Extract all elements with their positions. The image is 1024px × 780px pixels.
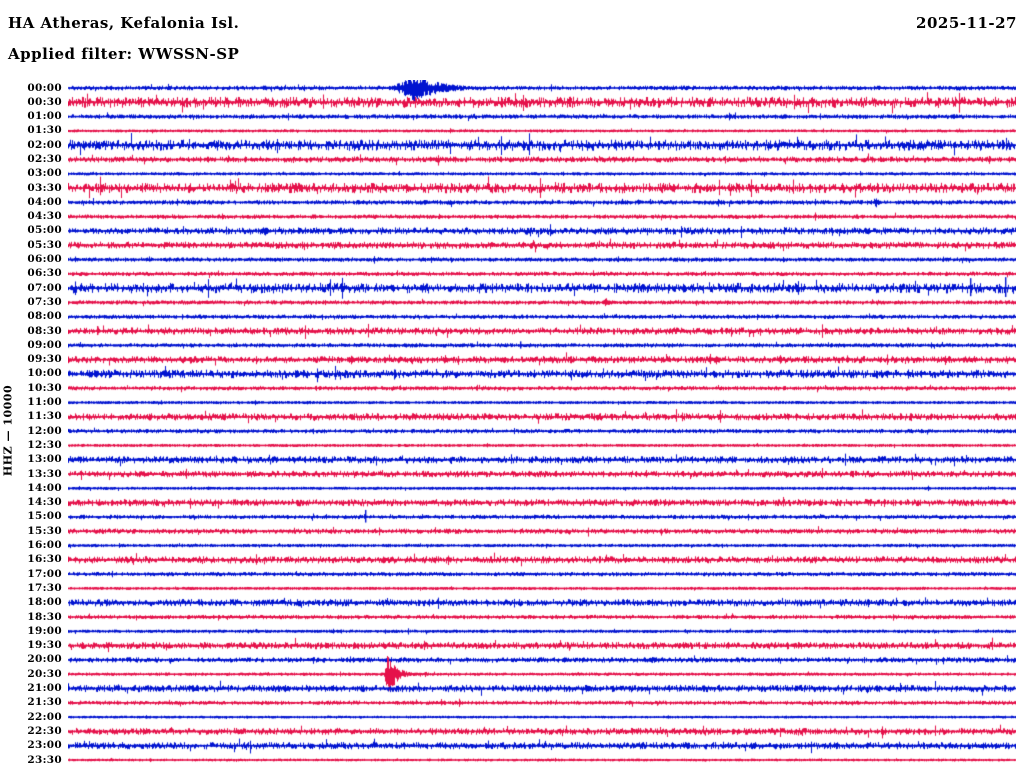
time-label: 20:00 <box>27 653 62 666</box>
time-label: 06:30 <box>27 267 62 280</box>
time-label: 04:00 <box>27 195 62 208</box>
time-label: 08:00 <box>27 310 62 323</box>
time-label: 10:30 <box>27 381 62 394</box>
time-label: 13:00 <box>27 453 62 466</box>
time-label: 12:00 <box>27 424 62 437</box>
time-label: 02:00 <box>27 138 62 151</box>
time-label: 10:00 <box>27 367 62 380</box>
helicorder-traces-canvas <box>68 80 1016 775</box>
time-label: 16:30 <box>27 553 62 566</box>
time-label: 00:30 <box>27 95 62 108</box>
time-label: 19:30 <box>27 639 62 652</box>
time-label: 15:30 <box>27 524 62 537</box>
time-label: 06:00 <box>27 253 62 266</box>
time-label: 18:00 <box>27 596 62 609</box>
time-label: 02:30 <box>27 152 62 165</box>
time-label: 21:00 <box>27 682 62 694</box>
time-label: 03:00 <box>27 167 62 180</box>
time-label: 07:00 <box>27 281 62 294</box>
station-title: HA Atheras, Kefalonia Isl. <box>8 14 240 32</box>
time-label: 07:30 <box>27 295 62 308</box>
time-label: 11:30 <box>27 410 62 423</box>
time-label: 03:30 <box>27 181 62 194</box>
time-label: 01:00 <box>27 110 62 123</box>
date-label: 2025-11-27 <box>916 14 1017 32</box>
time-label: 12:30 <box>27 438 62 451</box>
time-label: 00:00 <box>27 81 62 94</box>
time-label: 09:30 <box>27 353 62 366</box>
time-label: 05:30 <box>27 238 62 251</box>
time-label: 21:30 <box>27 696 62 709</box>
time-label: 22:00 <box>27 710 62 723</box>
time-label: 05:00 <box>27 224 62 237</box>
time-label: 18:30 <box>27 610 62 623</box>
time-label: 16:00 <box>27 539 62 552</box>
time-label: 13:30 <box>27 467 62 480</box>
time-label: 01:30 <box>27 124 62 137</box>
time-label: 22:30 <box>27 724 62 737</box>
time-label: 19:00 <box>27 624 62 637</box>
time-label: 23:30 <box>27 753 62 766</box>
time-label: 14:00 <box>27 481 62 494</box>
time-label: 15:00 <box>27 510 62 523</box>
time-label: 23:00 <box>27 739 62 752</box>
time-label: 08:30 <box>27 324 62 337</box>
time-label: 11:00 <box>27 396 62 409</box>
time-label: 20:30 <box>27 667 62 680</box>
filter-label: Applied filter: WWSSN-SP <box>8 45 240 63</box>
time-label: 04:30 <box>27 210 62 223</box>
time-label: 17:00 <box>27 567 62 580</box>
time-label: 14:30 <box>27 496 62 509</box>
time-label: 09:00 <box>27 338 62 351</box>
time-label: 17:30 <box>27 581 62 594</box>
